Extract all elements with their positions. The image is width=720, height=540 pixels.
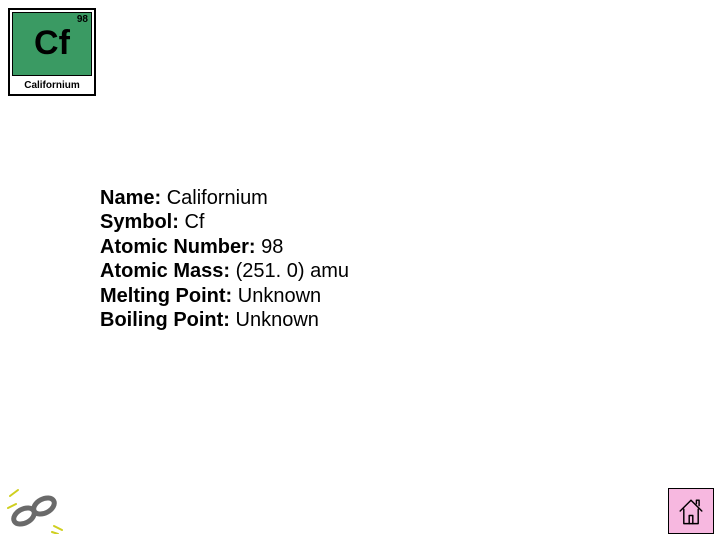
info-label: Boiling Point:	[100, 309, 230, 331]
info-label: Atomic Number:	[100, 236, 256, 258]
info-value: Cf	[184, 211, 204, 233]
info-label: Symbol:	[100, 211, 179, 233]
info-value: (251. 0) amu	[236, 260, 349, 282]
info-row-symbol: Symbol: Cf	[100, 210, 349, 234]
info-value: 98	[261, 236, 283, 258]
chain-link-icon[interactable]	[6, 488, 64, 534]
tile-symbol: Cf	[13, 26, 91, 60]
info-label: Name:	[100, 187, 161, 209]
info-value: Californium	[167, 187, 268, 209]
element-tile-inner: 98 Cf	[12, 12, 92, 76]
info-label: Atomic Mass:	[100, 260, 230, 282]
info-row-atomic-mass: Atomic Mass: (251. 0) amu	[100, 259, 349, 283]
info-row-melting-point: Melting Point: Unknown	[100, 284, 349, 308]
info-value: Unknown	[236, 309, 319, 331]
info-label: Melting Point:	[100, 285, 232, 307]
home-icon[interactable]	[668, 488, 714, 534]
element-tile: 98 Cf Californium	[8, 8, 96, 96]
info-row-boiling-point: Boiling Point: Unknown	[100, 308, 349, 332]
element-info: Name: Californium Symbol: Cf Atomic Numb…	[100, 186, 349, 332]
tile-element-name: Californium	[12, 78, 92, 94]
info-row-atomic-number: Atomic Number: 98	[100, 235, 349, 259]
info-row-name: Name: Californium	[100, 186, 349, 210]
info-value: Unknown	[238, 285, 321, 307]
tile-atomic-number: 98	[77, 14, 88, 25]
